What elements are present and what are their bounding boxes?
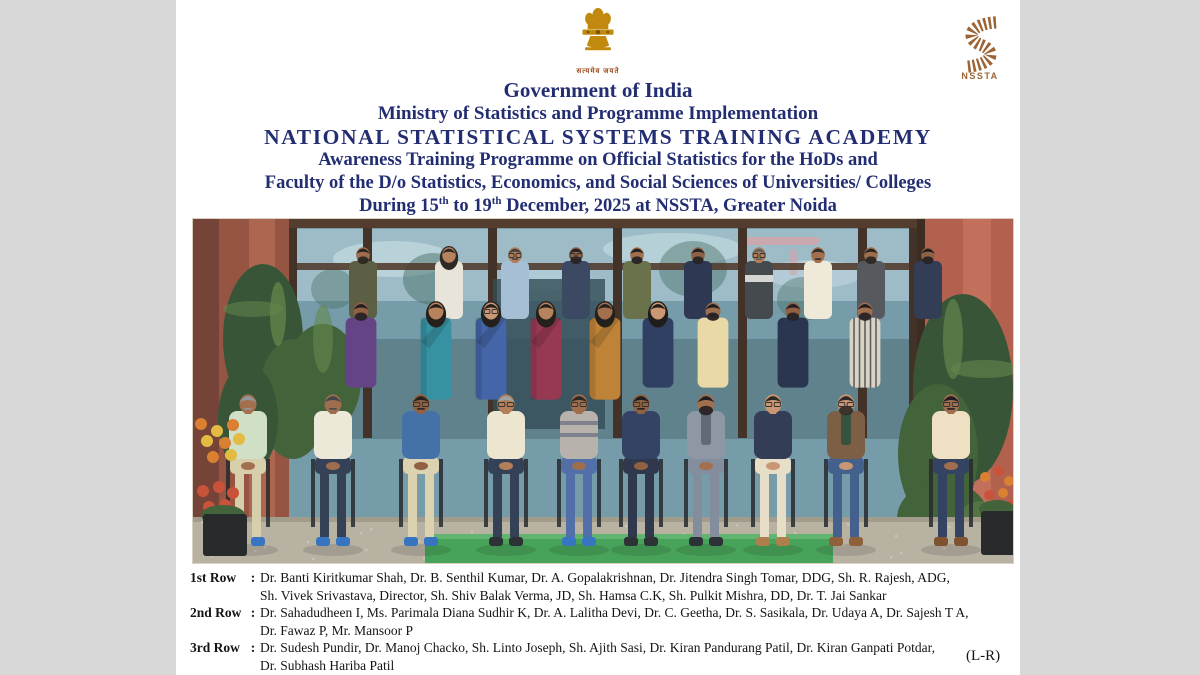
india-state-emblem: सत्यमेव जयते xyxy=(176,5,1020,79)
caption-row-label: 3rd Row xyxy=(190,640,240,655)
scan-margin-right xyxy=(1020,0,1200,675)
photo-caption: 1st Row: Dr. Banti Kiritkumar Shah, Dr. B… xyxy=(190,569,1000,674)
programme-date-line: During 15th to 19th December, 2025 at NS… xyxy=(176,195,1020,218)
nssta-logo-label: NSSTA xyxy=(961,71,999,81)
caption-row: 1st Row: Dr. Banti Kiritkumar Shah, Dr. B… xyxy=(190,569,1000,604)
page-header: सत्यमेव जयते Government of India Ministr… xyxy=(176,2,1020,218)
group-photo-illustration xyxy=(193,219,1013,563)
programme-title-line2: Faculty of the D/o Statistics, Economics… xyxy=(264,173,932,193)
caption-row-label: 2nd Row xyxy=(190,605,242,620)
caption-colon: : xyxy=(250,570,256,585)
nssta-stair-icon xyxy=(965,16,997,73)
caption-row-names: Dr. Sahadudheen I, Ms. Parimala Diana Su… xyxy=(260,605,969,638)
date-sup1: th xyxy=(438,194,449,207)
caption-row-names: Dr. Banti Kiritkumar Shah, Dr. B. Senthi… xyxy=(260,570,950,603)
group-photo xyxy=(192,218,1014,564)
left-right-label: (L-R) xyxy=(966,648,1001,664)
caption-row: 2nd Row: Dr. Sahadudheen I, Ms. Parimala … xyxy=(190,604,1000,639)
nssta-logo: NSSTA xyxy=(942,16,1018,81)
caption-colon: : xyxy=(250,640,256,655)
date-pre: During 15 xyxy=(359,196,439,216)
academy-title: NATIONAL STATISTICAL SYSTEMS TRAINING AC… xyxy=(264,125,932,149)
programme-title-line1: Awareness Training Programme on Official… xyxy=(318,150,878,170)
government-of-india-title: Government of India xyxy=(503,78,693,102)
caption-row-label: 1st Row xyxy=(190,570,237,585)
date-post: December, 2025 at NSSTA, Greater Noida xyxy=(501,196,837,216)
scan-margin-left xyxy=(0,0,176,675)
date-sup2: th xyxy=(491,194,502,207)
date-mid: to 19 xyxy=(448,196,492,216)
emblem-motto: सत्यमेव जयते xyxy=(576,67,620,75)
caption-row-names: Dr. Sudesh Pundir, Dr. Manoj Chacko, Sh.… xyxy=(260,640,936,673)
ministry-title: Ministry of Statistics and Programme Imp… xyxy=(377,103,819,124)
ashoka-emblem-icon xyxy=(582,8,614,51)
caption-row: 3rd Row: Dr. Sudesh Pundir, Dr. Manoj Cha… xyxy=(190,639,1000,674)
caption-colon: : xyxy=(250,605,256,620)
